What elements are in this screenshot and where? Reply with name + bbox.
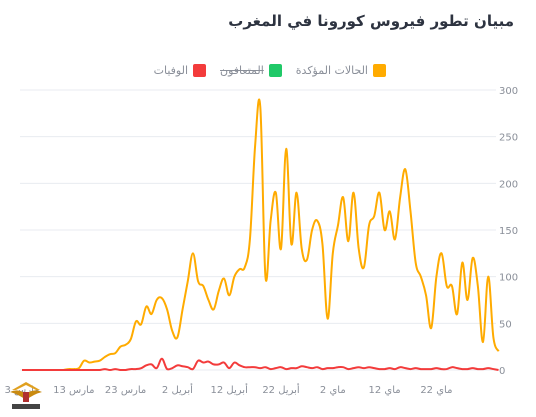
x-tick-label: مارس 23 [105,385,146,396]
legend-item-deaths[interactable]: الوفيات [153,64,207,77]
x-axis-ticks: مارس 3 مارس 13 مارس 23 أبريل 2 أبريل 12 أبريل… [5,383,453,396]
y-tick-label: 150 [499,226,518,237]
grid-lines [20,89,496,371]
x-tick-label: أبريل 22 [262,383,300,396]
chart-legend: الحالات المؤكدة المتعافون الوفيات [154,64,386,77]
legend-label-deaths: الوفيات [153,64,189,77]
x-tick-label: ماي 2 [320,385,346,396]
legend-label-recovered: المتعافون [220,64,264,77]
series-lines [21,98,500,372]
y-tick-label: 100 [499,273,518,284]
y-tick-label: 250 [499,133,518,144]
series-line-deaths[interactable] [21,357,499,372]
y-tick-label: 300 [499,86,518,97]
x-tick-label: مارس 3 [5,385,40,396]
legend-swatch-confirmed [373,64,386,77]
legend-swatch-deaths [193,64,207,77]
chart-title: مبيان تطور فيروس كورونا في المغرب [228,12,514,30]
x-tick-label: أبريل 2 [162,383,193,396]
legend-item-recovered[interactable]: المتعافون [220,64,282,77]
watermark-logo-icon [10,382,42,409]
y-axis-ticks: 0 50 100 150 200 250 300 [499,86,518,377]
y-tick-label: 50 [499,319,512,330]
x-tick-label: ماي 22 [420,385,452,396]
series-line-confirmed[interactable] [21,98,500,372]
legend-label-confirmed: الحالات المؤكدة [295,64,368,77]
legend-item-confirmed[interactable]: الحالات المؤكدة [296,64,386,77]
legend-swatch-recovered [268,64,282,77]
x-tick-label: مارس 13 [53,385,94,396]
x-tick-label: أبريل 12 [211,383,249,396]
x-tick-label: ماي 12 [369,385,401,396]
y-tick-label: 0 [499,366,505,377]
y-tick-label: 200 [499,179,518,190]
